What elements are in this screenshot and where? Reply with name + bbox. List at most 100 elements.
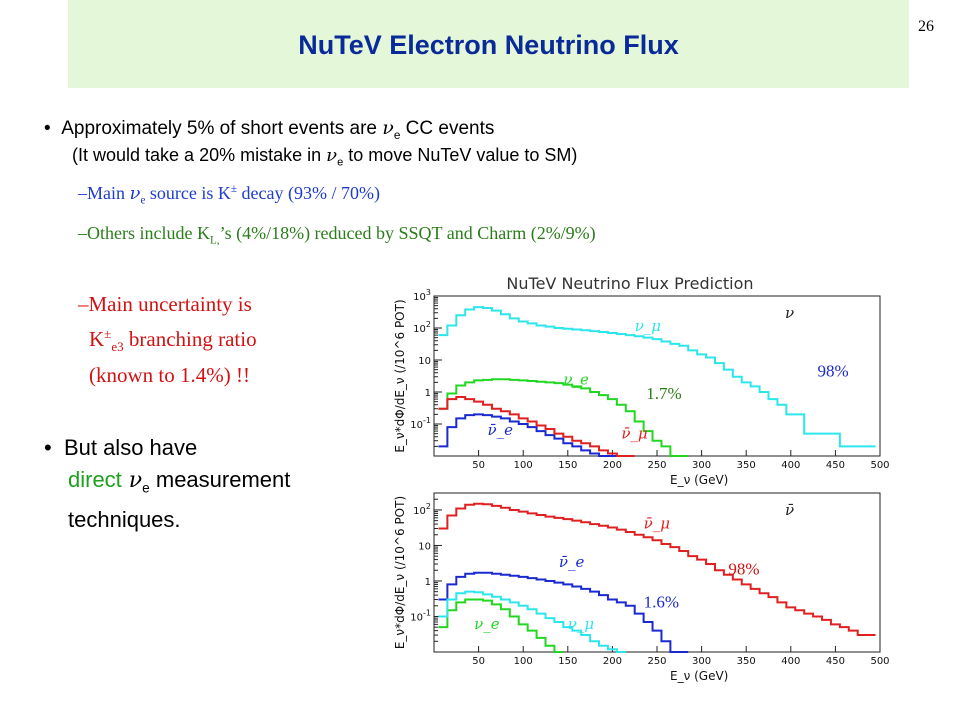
k-subscript: e3	[111, 339, 124, 355]
percent-annotation: 98%	[818, 362, 849, 381]
k-symbol: K	[89, 327, 105, 351]
sub-bullet-1: –Main νe source is K± decay (93% / 70%)	[78, 183, 380, 207]
corner-label: ν	[785, 304, 794, 322]
series-line	[438, 571, 689, 653]
series-line	[438, 378, 689, 457]
x-tick-label: 400	[781, 460, 800, 471]
x-tick-label: 300	[692, 656, 711, 667]
k-superscript: ±	[230, 183, 238, 195]
nu-subscript: e	[393, 128, 401, 142]
series-label: ν_μ	[635, 317, 661, 335]
y-axis-label: E_ν*dΦ/dE_ν (/10^6 POT)	[393, 496, 407, 649]
y-tick-label: 102	[413, 502, 431, 517]
sub-bullet-3-text-1: Main uncertainty is	[88, 292, 252, 316]
y-axis-label: E_ν*dΦ/dE_ν (/10^6 POT)	[393, 299, 407, 452]
title-band	[68, 0, 909, 88]
x-tick-label: 400	[781, 656, 800, 667]
sub-bullet-1-mid: source is K	[145, 183, 231, 203]
x-tick-label: 100	[514, 656, 533, 667]
x-tick-label: 50	[472, 460, 485, 471]
x-tick-label: 100	[514, 460, 533, 471]
percent-annotation: 1.6%	[644, 592, 679, 611]
bullet-2-line-1: • But also have	[44, 435, 198, 460]
bullet-2-text-2: measurement	[149, 467, 291, 492]
dash: –	[78, 223, 87, 243]
slide-title: NuTeV Electron Neutrino Flux	[298, 30, 679, 60]
nu-symbol: ν	[129, 183, 141, 204]
bullet-1-note-post: to move NuTeV value to SM)	[343, 145, 578, 165]
x-tick-label: 350	[737, 460, 756, 471]
percent-annotation: 1.7%	[646, 384, 681, 403]
series-line	[438, 395, 635, 457]
y-tick-label: 1	[425, 388, 431, 399]
x-tick-label: 50	[472, 656, 485, 667]
bullet-1: • Approximately 5% of short events are ν…	[44, 117, 495, 142]
x-tick-label: 200	[603, 656, 622, 667]
series-label: ν_e	[474, 615, 500, 633]
y-tick-label: 102	[413, 320, 431, 335]
sub-bullet-3-line-2: K±e3 branching ratio	[78, 319, 257, 361]
x-tick-label: 200	[603, 460, 622, 471]
series-line	[438, 306, 876, 448]
bullet-1-pre: Approximately 5% of short events are	[61, 118, 383, 139]
y-tick-label: 103	[413, 288, 431, 303]
series-label: ν̄_μ	[644, 515, 670, 533]
percent-annotation: 98%	[728, 560, 759, 579]
series-label: ν̄_μ	[621, 425, 647, 443]
nu-symbol: ν	[326, 145, 338, 166]
nu-symbol: ν	[382, 117, 394, 139]
series-label: ν̄_e	[488, 421, 514, 439]
x-tick-label: 500	[870, 460, 889, 471]
x-axis-label: E_ν (GeV)	[670, 669, 728, 683]
dash: –	[78, 292, 89, 316]
y-tick-label: 10-1	[410, 416, 431, 431]
k-subscript: L,	[209, 234, 220, 247]
nu-subscript: e	[142, 480, 150, 496]
series-label: ν_μ	[568, 615, 594, 633]
y-tick-label: 10	[418, 356, 431, 367]
sub-bullet-2-post: ’s (4%/18%) reduced by SSQT and Charm (2…	[219, 223, 596, 243]
sub-bullet-3-line-3: (known to 1.4%) !!	[89, 363, 250, 388]
x-tick-label: 350	[737, 656, 756, 667]
k-superscript: ±	[104, 326, 112, 341]
x-tick-label: 250	[647, 460, 666, 471]
bullet-2-line-2: direct νe measurement	[44, 464, 290, 504]
bullet-2-line-3: techniques.	[68, 507, 181, 533]
bullet-1-post: CC events	[400, 118, 495, 139]
sub-bullet-1-pre: Main	[87, 183, 130, 203]
y-tick-label: 10	[418, 541, 431, 552]
x-tick-label: 500	[870, 656, 889, 667]
plot-antineutrino: 50 100 150 200 250 300 350 400 450 500 10-1 1 10 102 E…	[393, 492, 890, 683]
sub-bullet-1-post: decay (93% / 70%)	[237, 183, 380, 203]
corner-label: ν̄	[785, 501, 794, 519]
plot-neutrino: 50 100 150 200 250 300 350 400 450 500 10-1 1 10 102 1…	[393, 288, 890, 487]
x-tick-label: 150	[558, 656, 577, 667]
chart-title: NuTeV Neutrino Flux Prediction	[506, 274, 753, 293]
series-line	[438, 598, 564, 653]
bullet-2-text-1: But also have	[63, 435, 198, 460]
direct-word: direct	[68, 467, 122, 492]
x-axis-label: E_ν (GeV)	[670, 473, 728, 487]
sub-bullet-3: –Main uncertainty is K±e3 branching rati…	[78, 290, 257, 390]
bullet-1-note: (It would take a 20% mistake in νe to mo…	[72, 145, 577, 169]
series-label: ν̄_e	[559, 553, 585, 571]
x-tick-label: 450	[826, 460, 845, 471]
series-line	[438, 413, 617, 457]
series-line	[438, 590, 626, 653]
x-tick-label: 300	[692, 460, 711, 471]
sub-bullet-3-line-1: –Main uncertainty is	[78, 290, 257, 319]
x-tick-label: 450	[826, 656, 845, 667]
sub-bullet-2: –Others include KL,’s (4%/18%) reduced b…	[78, 223, 596, 247]
x-tick-label: 150	[558, 460, 577, 471]
nu-subscript: e	[140, 194, 146, 207]
bullet-2: • But also have direct νe measurement te…	[44, 432, 290, 536]
nu-symbol: ν	[121, 468, 143, 493]
sub-bullet-2-pre: Others include K	[87, 223, 210, 243]
series-line	[438, 502, 876, 637]
y-tick-label: 1	[425, 577, 431, 588]
series-label: ν_e	[563, 371, 589, 389]
dash: –	[78, 183, 87, 203]
page-number: 26	[918, 18, 934, 35]
x-tick-label: 250	[647, 656, 666, 667]
